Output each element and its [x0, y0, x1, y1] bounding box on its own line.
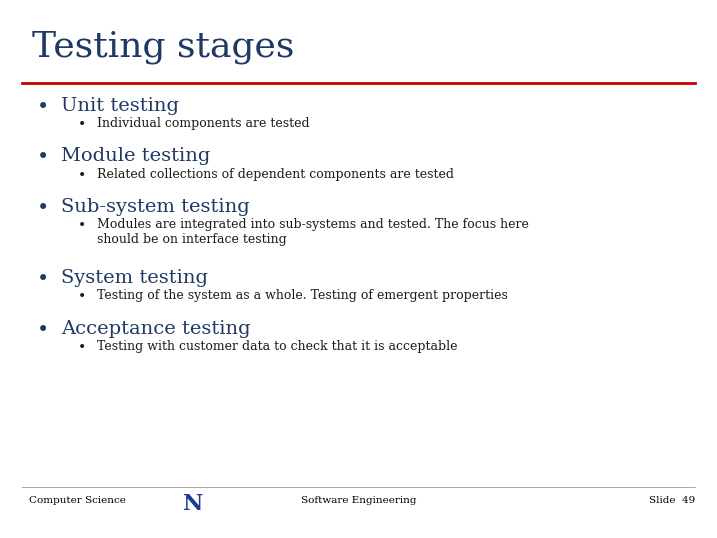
Text: •: •	[78, 218, 87, 232]
Text: System testing: System testing	[61, 269, 208, 287]
Text: Individual components are tested: Individual components are tested	[97, 117, 310, 130]
Text: Computer Science: Computer Science	[29, 496, 125, 505]
Text: •: •	[78, 289, 87, 303]
Text: •: •	[78, 117, 87, 131]
Text: •: •	[37, 147, 49, 167]
Text: •: •	[78, 168, 87, 182]
Text: Modules are integrated into sub-systems and tested. The focus here
should be on : Modules are integrated into sub-systems …	[97, 218, 528, 246]
Text: N: N	[184, 493, 204, 515]
Text: Testing of the system as a whole. Testing of emergent properties: Testing of the system as a whole. Testin…	[97, 289, 508, 302]
Text: •: •	[37, 97, 49, 117]
Text: Acceptance testing: Acceptance testing	[61, 320, 250, 337]
Text: Related collections of dependent components are tested: Related collections of dependent compone…	[97, 168, 454, 181]
Text: Testing with customer data to check that it is acceptable: Testing with customer data to check that…	[97, 340, 457, 353]
Text: Unit testing: Unit testing	[61, 97, 179, 115]
Text: Sub-system testing: Sub-system testing	[61, 198, 250, 216]
Text: •: •	[78, 340, 87, 354]
Text: Module testing: Module testing	[61, 147, 210, 165]
Text: Slide  49: Slide 49	[649, 496, 695, 505]
Text: Testing stages: Testing stages	[32, 30, 295, 63]
Text: •: •	[37, 269, 49, 289]
Text: Software Engineering: Software Engineering	[300, 496, 417, 505]
Text: •: •	[37, 198, 49, 218]
Text: •: •	[37, 320, 49, 339]
